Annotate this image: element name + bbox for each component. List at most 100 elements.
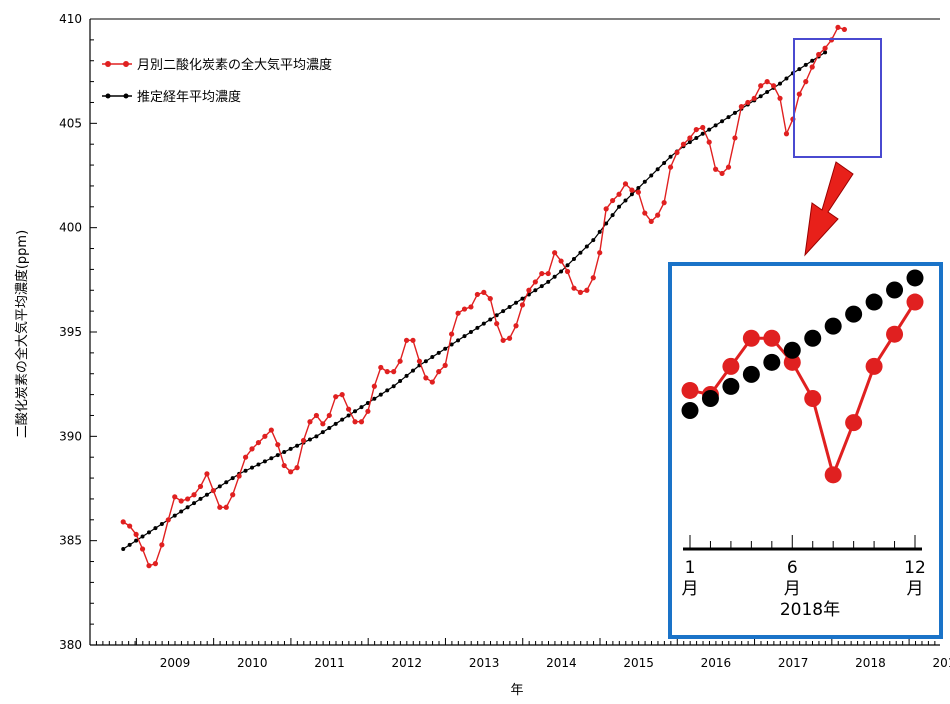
data-point — [803, 62, 808, 67]
data-point — [783, 131, 790, 137]
inset-point — [886, 325, 904, 343]
data-point — [152, 561, 159, 567]
data-point — [623, 198, 628, 203]
data-point — [649, 173, 654, 178]
data-point — [590, 275, 596, 281]
data-point — [700, 124, 706, 131]
data-point — [539, 270, 545, 277]
inset-point — [783, 353, 801, 371]
data-point — [514, 300, 519, 305]
data-point — [519, 302, 526, 308]
inset-point — [701, 389, 719, 407]
inset-tick-unit: 月 — [907, 579, 924, 599]
data-point — [275, 453, 280, 458]
data-point — [242, 454, 249, 460]
inset-tick-number: 1 — [685, 558, 696, 578]
highlight-box — [793, 38, 882, 158]
x-tick-label: 2019 — [932, 656, 950, 670]
data-point — [661, 200, 667, 206]
data-point — [281, 462, 287, 469]
data-point — [191, 492, 197, 498]
data-point — [797, 67, 802, 72]
data-point — [217, 484, 222, 489]
data-point — [197, 483, 204, 490]
data-point — [591, 238, 596, 243]
data-point — [629, 192, 634, 197]
data-point — [487, 296, 493, 302]
data-point — [835, 24, 841, 30]
y-tick-label: 410 — [59, 12, 82, 26]
data-point — [584, 244, 589, 249]
data-point — [810, 58, 815, 63]
data-point — [397, 358, 403, 364]
data-point — [230, 492, 236, 498]
y-tick-label: 380 — [59, 638, 82, 652]
data-point — [384, 369, 390, 375]
data-point — [481, 321, 486, 326]
data-point — [359, 405, 364, 410]
data-point — [140, 534, 145, 539]
data-point — [275, 442, 281, 448]
data-point — [165, 517, 171, 523]
inset-point — [681, 381, 699, 399]
inset-series-trend — [681, 269, 924, 420]
y-tick-label: 400 — [59, 221, 82, 235]
data-point — [436, 369, 442, 375]
y-tick-label: 395 — [59, 325, 82, 339]
data-point — [765, 90, 770, 95]
data-point — [603, 206, 609, 212]
x-tick-label: 2013 — [469, 656, 500, 670]
data-point — [577, 289, 584, 295]
data-point — [327, 425, 332, 430]
data-point — [204, 471, 210, 477]
inset-point — [742, 329, 760, 347]
data-point — [610, 197, 616, 204]
data-point — [648, 218, 654, 225]
data-point — [121, 547, 126, 552]
data-point — [462, 334, 467, 339]
data-point — [353, 409, 358, 414]
data-point — [314, 434, 319, 439]
data-point — [423, 375, 429, 381]
data-point — [636, 186, 641, 191]
data-point — [764, 79, 770, 85]
inset-point — [906, 293, 924, 311]
data-point — [236, 473, 242, 479]
data-point — [430, 355, 435, 360]
data-point — [307, 437, 312, 442]
zoom-arrow — [804, 161, 854, 257]
inset-point — [763, 329, 781, 347]
data-point — [500, 337, 506, 343]
inset-tick-unit: 月 — [682, 579, 699, 599]
data-point — [410, 368, 415, 373]
data-point — [539, 284, 544, 289]
data-point — [468, 304, 474, 310]
data-point — [198, 496, 203, 501]
data-point — [564, 268, 571, 275]
inset-point — [783, 341, 801, 359]
x-tick-label: 2016 — [701, 656, 732, 670]
data-point — [475, 325, 480, 330]
data-point — [288, 469, 294, 475]
x-tick-label: 2009 — [160, 656, 191, 670]
x-tick-label: 2018 — [855, 656, 886, 670]
inset-frame — [668, 262, 943, 639]
inset-point — [804, 329, 822, 347]
data-point — [204, 492, 209, 497]
inset-tick-number: 12 — [904, 558, 926, 578]
data-point — [249, 446, 255, 452]
data-point — [159, 521, 164, 526]
data-point — [481, 289, 487, 295]
data-point — [243, 468, 248, 473]
inset-point — [722, 357, 740, 375]
data-point — [597, 250, 603, 256]
x-tick-label: 2015 — [623, 656, 654, 670]
data-point — [340, 417, 345, 422]
data-point — [320, 430, 325, 435]
data-point — [494, 313, 499, 318]
data-point — [436, 350, 441, 355]
legend-marker-trend — [105, 93, 111, 99]
x-tick-label: 2014 — [546, 656, 577, 670]
data-point — [809, 64, 815, 70]
